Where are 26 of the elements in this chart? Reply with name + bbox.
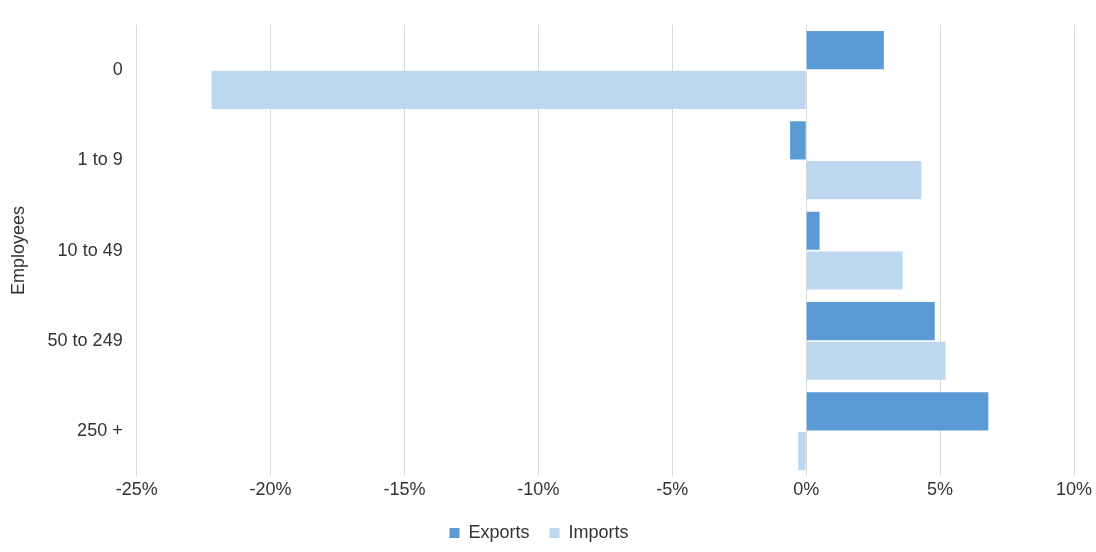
- legend-label: Exports: [468, 521, 530, 542]
- x-tick-label: 5%: [927, 479, 954, 500]
- y-tick-label: 1 to 9: [77, 149, 123, 170]
- bar: [806, 31, 884, 70]
- x-tick-label: 0%: [793, 479, 820, 500]
- bar: [790, 121, 806, 160]
- bar: [806, 392, 989, 431]
- x-tick-label: 10%: [1055, 479, 1093, 500]
- bar: [211, 70, 806, 109]
- y-tick-label: 250 +: [77, 420, 123, 441]
- bar: [806, 341, 946, 380]
- y-tick-label: 0: [112, 58, 123, 79]
- x-tick-label: -5%: [656, 479, 689, 500]
- x-tick-label: -25%: [115, 479, 158, 500]
- x-tick-label: -15%: [383, 479, 426, 500]
- bar: [798, 432, 806, 471]
- x-tick-label: -10%: [517, 479, 560, 500]
- bar: [806, 211, 820, 250]
- y-tick-label: 10 to 49: [57, 239, 123, 260]
- bar: [806, 301, 935, 341]
- x-tick-label: -20%: [249, 479, 292, 500]
- y-axis-title: Employees: [7, 206, 28, 296]
- y-tick-label: 50 to 249: [47, 329, 123, 350]
- legend-label: Imports: [568, 521, 629, 542]
- bar: [806, 251, 903, 290]
- bar: [806, 161, 922, 200]
